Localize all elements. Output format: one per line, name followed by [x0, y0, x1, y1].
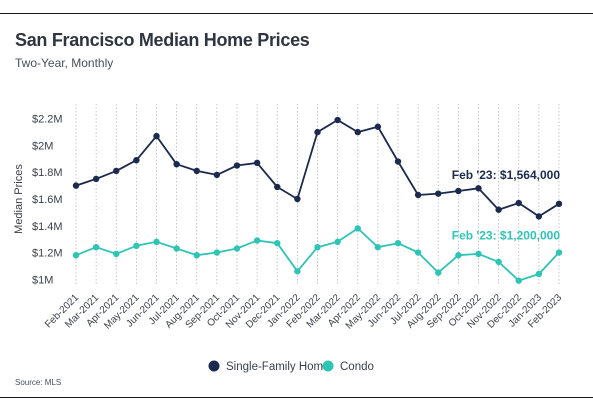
data-point — [274, 239, 281, 247]
data-point — [475, 250, 482, 258]
data-point — [354, 128, 361, 136]
data-point — [394, 158, 402, 165]
data-point — [535, 213, 543, 220]
data-point — [173, 161, 180, 168]
data-point — [374, 123, 382, 130]
data-point — [435, 190, 442, 197]
data-point — [394, 239, 402, 247]
data-point — [72, 182, 80, 189]
data-point — [294, 268, 301, 275]
data-point — [495, 258, 502, 266]
data-point — [153, 238, 160, 246]
bottom-rule — [0, 397, 593, 398]
y-axis-label: Median Prices — [13, 164, 25, 234]
y-tick-label: $2M — [32, 140, 53, 152]
data-point — [354, 225, 361, 232]
source-note: Source: MLS — [15, 378, 62, 387]
data-point — [193, 167, 200, 175]
data-point — [435, 269, 442, 276]
data-point — [495, 206, 502, 213]
y-tick-label: $1.6M — [32, 194, 63, 206]
data-point — [233, 162, 241, 169]
chart-subtitle: Two-Year, Monthly — [15, 56, 114, 70]
data-point — [153, 132, 160, 140]
data-point — [193, 252, 200, 259]
y-tick-label: $1.4M — [32, 221, 63, 233]
data-point — [233, 245, 241, 252]
data-point — [555, 200, 563, 208]
data-point — [374, 243, 382, 251]
data-point — [213, 171, 221, 179]
data-point — [113, 167, 120, 175]
legend-marker — [322, 360, 334, 372]
top-rule — [0, 13, 593, 14]
data-point — [72, 252, 80, 259]
legend-marker — [208, 360, 220, 372]
data-point — [92, 175, 100, 183]
end-value-label: Feb '23: $1,564,000 — [452, 168, 561, 182]
data-point — [314, 128, 321, 136]
data-point — [455, 187, 462, 195]
y-tick-label: $2.2M — [32, 114, 63, 126]
data-point — [455, 252, 462, 259]
y-tick-label: $1.2M — [32, 248, 63, 260]
data-point — [92, 243, 100, 251]
data-point — [173, 245, 180, 252]
data-point — [213, 249, 221, 256]
data-point — [555, 249, 563, 256]
data-point — [334, 238, 341, 246]
legend-label: Single-Family Home — [226, 361, 330, 373]
data-point — [274, 183, 281, 191]
y-tick-label: $1M — [32, 274, 53, 286]
data-point — [113, 250, 120, 258]
chart-title: San Francisco Median Home Prices — [15, 30, 310, 50]
data-point — [133, 242, 140, 250]
data-point — [133, 156, 140, 164]
y-tick-label: $1.8M — [32, 167, 63, 179]
end-value-label: Feb '23: $1,200,000 — [452, 229, 561, 243]
data-point — [515, 277, 522, 284]
data-point — [475, 185, 482, 192]
data-point — [314, 243, 321, 251]
data-point — [414, 249, 422, 256]
data-point — [414, 191, 422, 199]
legend-label: Condo — [340, 361, 374, 373]
data-point — [334, 116, 341, 124]
data-point — [294, 195, 301, 203]
data-point — [253, 159, 261, 167]
data-point — [253, 237, 261, 244]
data-point — [535, 270, 543, 278]
data-point — [515, 199, 522, 207]
